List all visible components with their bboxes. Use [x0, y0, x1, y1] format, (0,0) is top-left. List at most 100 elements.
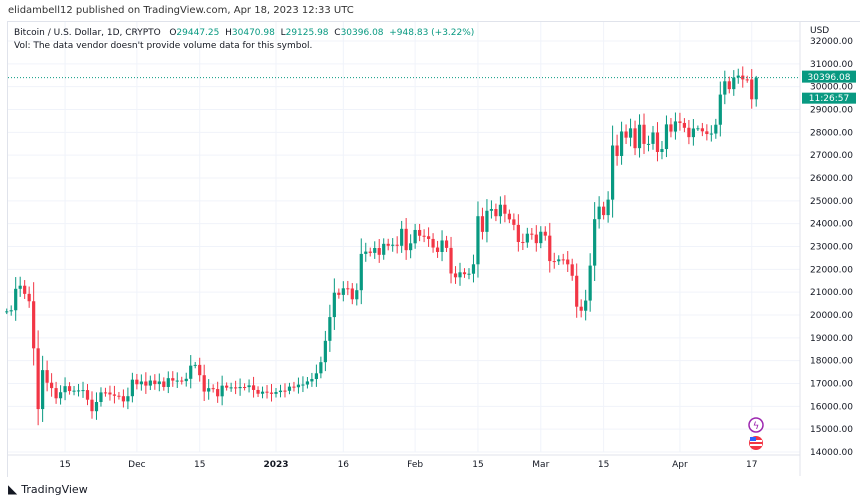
y-tick-label: 28000.00 [810, 128, 853, 138]
candle-body [386, 243, 390, 246]
candle-body [238, 386, 242, 389]
candle-body [287, 386, 292, 391]
candle-body [283, 390, 287, 392]
candle-body [94, 401, 99, 412]
candle-body [494, 209, 498, 217]
candle-body [229, 387, 233, 389]
low-value: 29125.98 [285, 28, 329, 38]
y-tick-label: 21000.00 [810, 288, 853, 298]
candle-body [58, 392, 63, 399]
x-tick-label: 16 [338, 460, 350, 470]
candle-body [54, 388, 58, 399]
x-tick-label: Mar [532, 460, 549, 470]
candle-body [561, 259, 565, 261]
candle-body [144, 381, 148, 386]
candle-body [292, 386, 296, 388]
candle-body [449, 247, 453, 274]
candle-body [539, 231, 543, 244]
candle-body [211, 388, 215, 390]
x-tick-label: 2023 [263, 460, 288, 470]
candle-body [687, 127, 691, 138]
candle-body [139, 381, 143, 385]
brand-label: TradingView [21, 482, 88, 496]
candle-body [319, 362, 323, 374]
candle-body [180, 380, 184, 382]
x-tick-label: 15 [194, 460, 205, 470]
candle-body [32, 301, 36, 349]
candle-body [112, 394, 117, 396]
y-tick-label: 20000.00 [810, 311, 853, 321]
candle-body [207, 388, 211, 392]
y-tick-label: 23000.00 [810, 243, 853, 253]
candle-body [611, 145, 615, 200]
candle-body [516, 224, 520, 242]
candle-body [552, 261, 556, 263]
candle-body [409, 243, 413, 251]
candle-body [682, 122, 687, 128]
candle-body [166, 378, 170, 387]
candle-body [651, 132, 655, 144]
candle-body [148, 380, 152, 386]
candle-body [615, 145, 619, 156]
y-tick-label: 29000.00 [810, 106, 853, 116]
candle-body [660, 149, 664, 152]
candle-body [341, 288, 345, 295]
candle-body [301, 384, 305, 386]
candle-body [570, 264, 574, 276]
price-tag-value: 30396.08 [808, 73, 851, 83]
candle-body [162, 381, 166, 387]
candle-body [202, 375, 206, 392]
candle-body [669, 124, 673, 132]
close-label: C [334, 28, 341, 38]
lightning-event-icon [748, 417, 764, 433]
candle-body [557, 259, 561, 262]
candle-body [413, 229, 417, 244]
candle-body [732, 77, 736, 90]
x-tick-label: Dec [128, 460, 145, 470]
candle-body [467, 273, 471, 275]
candle-body [5, 311, 9, 313]
tradingview-logo-icon: ◣ [8, 482, 18, 496]
candle-body [225, 385, 229, 388]
y-tick-label: 30000.00 [810, 83, 853, 93]
candle-body [458, 272, 462, 278]
candle-body [440, 240, 444, 252]
candle-body [130, 379, 134, 397]
candle-body [498, 204, 502, 217]
candle-body [350, 288, 354, 300]
high-value: 30470.98 [231, 28, 275, 38]
y-tick-label: 16000.00 [810, 402, 853, 412]
candle-body [117, 395, 121, 397]
chart-legend: Bitcoin / U.S. Dollar, 1D, CRYPTO O29447… [14, 27, 474, 53]
candle-body [584, 300, 588, 311]
candle-body [90, 399, 94, 412]
candle-body [220, 385, 224, 397]
candle-body [543, 231, 547, 236]
candle-body [602, 206, 606, 216]
candle-body [85, 390, 90, 400]
candle-body [67, 386, 72, 392]
candle-body [373, 248, 377, 253]
candle-body [723, 81, 727, 95]
lightning-glyph: ϟ [753, 421, 760, 432]
candle-body [422, 235, 426, 237]
candle-body [400, 228, 404, 246]
candle-body [76, 390, 81, 392]
candle-body [36, 348, 40, 410]
x-tick-label: 15 [59, 460, 70, 470]
candle-body [709, 133, 713, 135]
candle-body [332, 292, 336, 318]
candle-body [359, 253, 363, 291]
candle-body [175, 380, 179, 382]
candle-body [718, 94, 722, 125]
y-tick-label: 17000.00 [810, 380, 853, 390]
candle-body [216, 389, 220, 397]
volume-note: Vol: The data vendor doesn't provide vol… [14, 41, 313, 51]
open-label: O [169, 28, 177, 38]
candle-body [189, 365, 193, 379]
x-tick-label: 15 [598, 460, 609, 470]
candle-body [714, 124, 718, 134]
candle-body [157, 381, 161, 385]
candle-body [63, 386, 67, 393]
